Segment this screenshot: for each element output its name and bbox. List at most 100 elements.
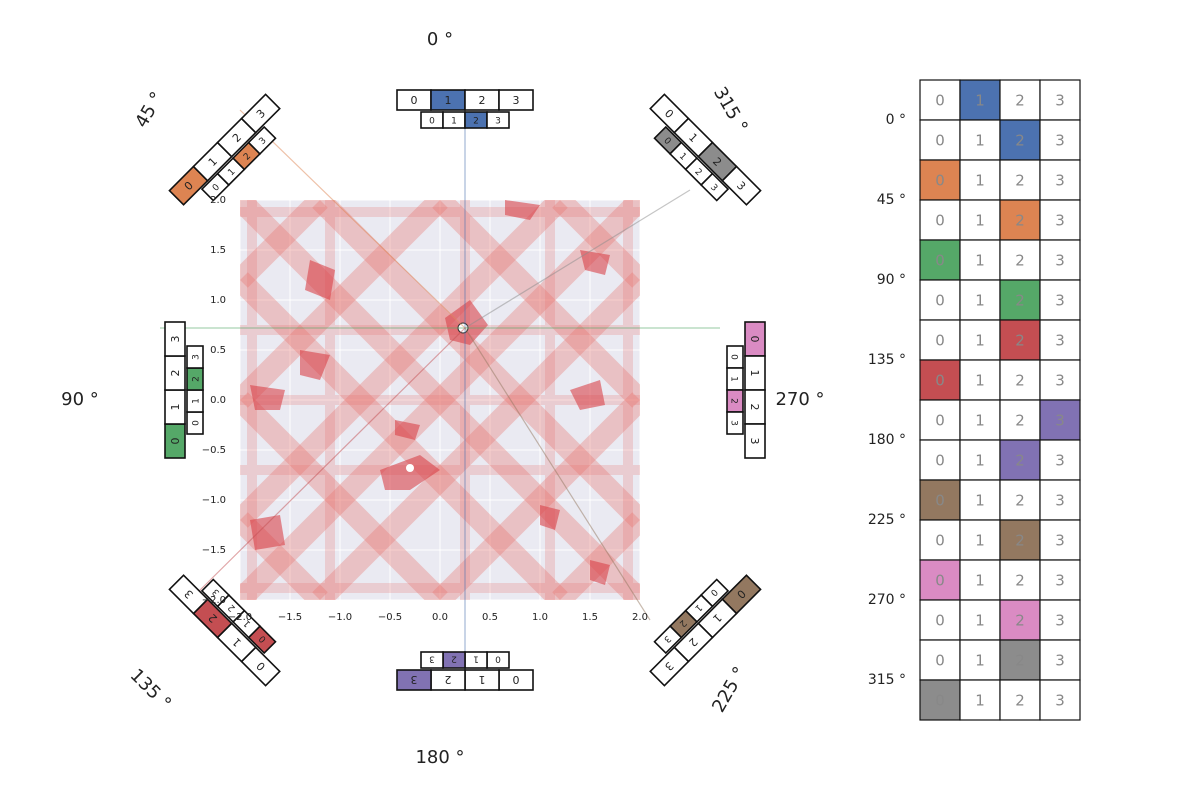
table-cell xyxy=(959,119,1001,161)
x-tick-label: −1.5 xyxy=(278,612,302,623)
table-digit: 1 xyxy=(975,292,985,310)
table-digit: 2 xyxy=(1015,332,1025,350)
tape-cell xyxy=(700,172,730,202)
tape-cell xyxy=(721,165,762,206)
table-digit: 2 xyxy=(1015,572,1025,590)
table-digit: 3 xyxy=(1055,332,1065,350)
angle-label: 270 ° xyxy=(775,389,824,410)
table-digit: 1 xyxy=(975,452,985,470)
table-digit: 3 xyxy=(1055,132,1065,150)
tape-digit: 0 xyxy=(748,336,761,343)
tape-cell xyxy=(744,423,766,459)
tape-digit: 3 xyxy=(661,633,672,644)
tape-digit: 0 xyxy=(729,354,739,360)
table-digit: 2 xyxy=(1015,132,1025,150)
angle-label: 315 ° xyxy=(709,83,752,136)
table-cell xyxy=(919,519,961,561)
table-digit: 0 xyxy=(935,532,945,550)
row-label: 90 ° xyxy=(877,272,906,288)
table-cell xyxy=(999,599,1041,641)
angle-label: 135 ° xyxy=(126,665,176,715)
table-digit: 1 xyxy=(975,92,985,110)
table-digit: 1 xyxy=(975,252,985,270)
table-digit: 3 xyxy=(1055,292,1065,310)
table-cell xyxy=(919,79,961,121)
tape-cell xyxy=(164,321,186,357)
table-cell xyxy=(1039,279,1081,321)
angle-label: 225 ° xyxy=(708,663,751,716)
row-label: 270 ° xyxy=(868,592,906,608)
tape-digit: 3 xyxy=(169,336,182,343)
table-digit: 0 xyxy=(935,372,945,390)
angle-label: 90 ° xyxy=(61,389,99,410)
table-digit: 0 xyxy=(935,692,945,710)
tape-digit: 0 xyxy=(495,654,501,664)
tape-cell xyxy=(498,89,534,111)
row-label: 225 ° xyxy=(868,512,906,528)
contour-field xyxy=(240,200,640,600)
tape-cell xyxy=(240,93,281,134)
tape-cell xyxy=(396,669,432,691)
angle-label: 0 ° xyxy=(427,29,453,50)
table-cell xyxy=(919,639,961,681)
table-cell xyxy=(959,159,1001,201)
table-cell xyxy=(959,319,1001,361)
tape-digit: 1 xyxy=(192,398,202,404)
y-tick-label: 1.0 xyxy=(210,295,226,306)
table-cell xyxy=(1039,639,1081,681)
tape-digit: 1 xyxy=(473,654,479,664)
table-cell xyxy=(999,359,1041,401)
x-tick-label: 1.0 xyxy=(532,612,548,623)
table-cell xyxy=(1039,439,1081,481)
row-label: 45 ° xyxy=(877,192,906,208)
row-label: 315 ° xyxy=(868,672,906,688)
tape-cell xyxy=(186,345,204,369)
table-digit: 3 xyxy=(1055,92,1065,110)
tape-digit: 1 xyxy=(226,167,237,178)
table-digit: 1 xyxy=(975,532,985,550)
table-digit: 3 xyxy=(1055,612,1065,630)
table-digit: 3 xyxy=(1055,692,1065,710)
tape-digit: 2 xyxy=(451,654,457,664)
table-cell xyxy=(959,439,1001,481)
tape-digit: 0 xyxy=(211,182,222,193)
table-cell xyxy=(919,599,961,641)
contour-plot xyxy=(239,199,641,601)
tape-digit: 3 xyxy=(513,94,520,107)
table-cell xyxy=(919,199,961,241)
contour-peaks xyxy=(250,200,610,585)
x-tick-label: −0.5 xyxy=(378,612,402,623)
tape-cell xyxy=(653,625,683,655)
tape-digit: 2 xyxy=(445,673,452,686)
table-digit: 1 xyxy=(975,132,985,150)
table-cell xyxy=(999,399,1041,441)
row-label: 180 ° xyxy=(868,432,906,448)
tape-cell xyxy=(420,651,444,669)
table-cell xyxy=(959,599,1001,641)
table-cell xyxy=(959,519,1001,561)
tape-digit: 2 xyxy=(677,617,688,628)
tape-cell xyxy=(247,125,277,155)
table-digit: 2 xyxy=(1015,532,1025,550)
tape-digit: 1 xyxy=(445,94,452,107)
tape-cell xyxy=(486,111,510,129)
table-cell xyxy=(999,559,1041,601)
tape-digit: 0 xyxy=(429,117,435,127)
tape-digit: 1 xyxy=(242,617,253,628)
tape-digit: 3 xyxy=(192,354,202,360)
tape-digit: 0 xyxy=(257,633,268,644)
table-cell xyxy=(1039,359,1081,401)
tape-digit: 3 xyxy=(729,420,739,426)
table-digit: 3 xyxy=(1055,532,1065,550)
tape-digit: 2 xyxy=(479,94,486,107)
table-cell xyxy=(919,679,961,721)
table-cell xyxy=(1039,199,1081,241)
table-cell xyxy=(959,559,1001,601)
table-digit: 1 xyxy=(975,372,985,390)
table-digit: 1 xyxy=(975,652,985,670)
table-digit: 2 xyxy=(1015,212,1025,230)
